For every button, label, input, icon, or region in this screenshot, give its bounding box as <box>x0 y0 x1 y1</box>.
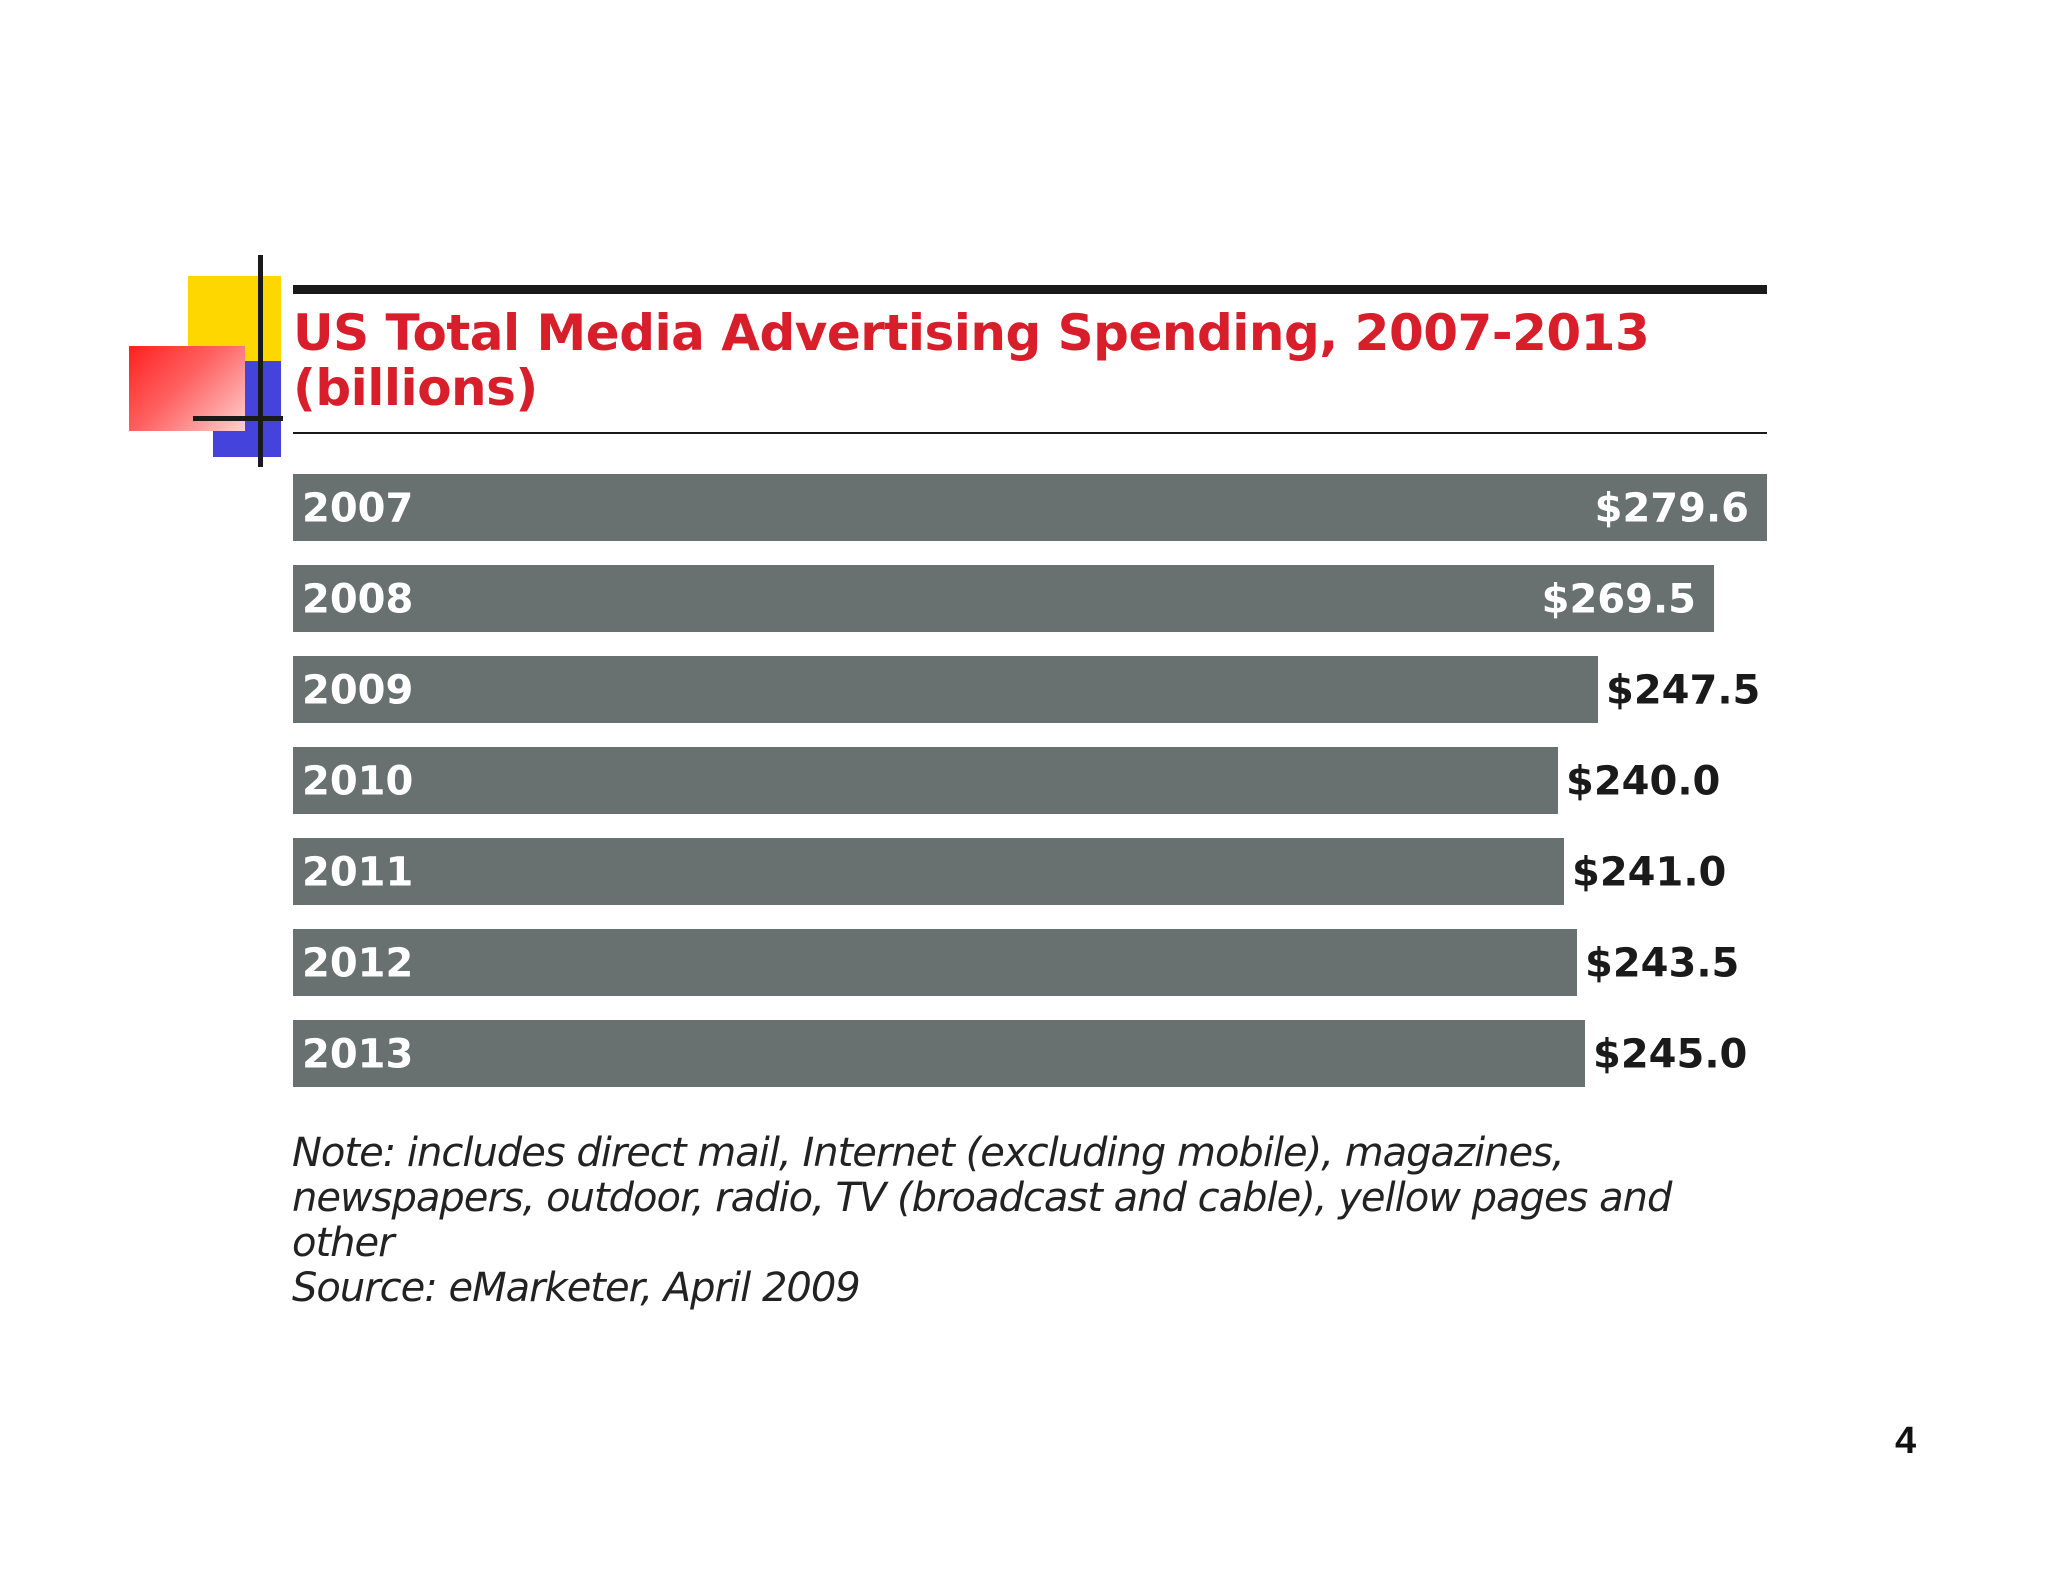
value-label-2011: $241.0 <box>1572 850 1726 896</box>
bar-2011 <box>293 838 1564 905</box>
page-number: 4 <box>1895 1420 1917 1462</box>
chart-top-rule <box>293 285 1767 294</box>
bar-2008 <box>293 565 1714 632</box>
category-label-2009: 2009 <box>302 668 413 714</box>
source-line: Source: eMarketer, April 2009 <box>292 1265 861 1311</box>
bar-group-2012: 2012 $243.5 <box>293 929 1739 996</box>
bar-group-2007: 2007 $279.6 <box>293 474 1767 541</box>
value-label-2012: $243.5 <box>1585 941 1739 987</box>
note-line-2: newspapers, outdoor, radio, TV (broadcas… <box>292 1175 1672 1221</box>
category-label-2011: 2011 <box>302 850 413 896</box>
note-line-3: other <box>292 1220 395 1266</box>
chart-title-rule <box>293 432 1767 434</box>
value-label-2009: $247.5 <box>1606 668 1760 714</box>
chart-subtitle: (billions) <box>293 359 538 417</box>
category-label-2010: 2010 <box>302 759 413 805</box>
category-label-2007: 2007 <box>302 486 413 532</box>
ornament-vertical-line <box>258 255 263 467</box>
bar-2007 <box>293 474 1767 541</box>
corner-ornament <box>0 0 300 480</box>
value-label-2008: $269.5 <box>1542 577 1696 623</box>
bar-2010 <box>293 747 1558 814</box>
bar-group-2009: 2009 $247.5 <box>293 656 1760 723</box>
value-label-2007: $279.6 <box>1595 486 1749 532</box>
bar-group-2010: 2010 $240.0 <box>293 747 1720 814</box>
value-label-2013: $245.0 <box>1593 1032 1747 1078</box>
bar-group-2008: 2008 $269.5 <box>293 565 1714 632</box>
bar-group-2011: 2011 $241.0 <box>293 838 1726 905</box>
chart-note: Note: includes direct mail, Internet (ex… <box>292 1131 1792 1311</box>
category-label-2008: 2008 <box>302 577 413 623</box>
category-label-2013: 2013 <box>302 1032 413 1078</box>
note-line-1: Note: includes direct mail, Internet (ex… <box>292 1130 1565 1176</box>
chart-title: US Total Media Advertising Spending, 200… <box>293 306 1753 416</box>
chart-title-main: US Total Media Advertising Spending, 200… <box>293 304 1650 362</box>
bar-2009 <box>293 656 1598 723</box>
category-label-2012: 2012 <box>302 941 413 987</box>
bar-2012 <box>293 929 1577 996</box>
value-label-2010: $240.0 <box>1566 759 1720 805</box>
ornament-horizontal-line <box>193 416 283 421</box>
bar-2013 <box>293 1020 1585 1087</box>
bar-group-2013: 2013 $245.0 <box>293 1020 1747 1087</box>
